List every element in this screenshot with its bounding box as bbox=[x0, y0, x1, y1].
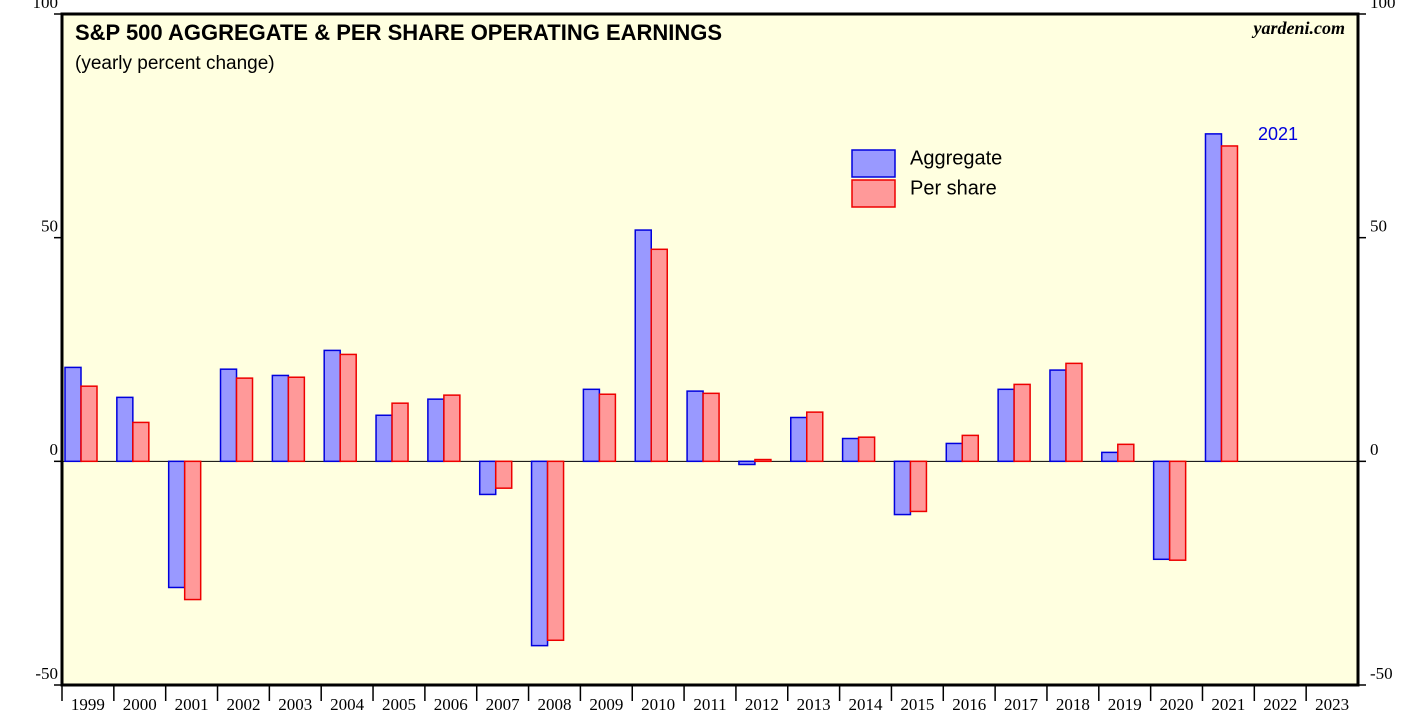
bar bbox=[219, 368, 238, 463]
bar bbox=[235, 377, 254, 463]
x-tick-label: 1999 bbox=[71, 695, 105, 714]
x-tick-label: 2016 bbox=[952, 695, 986, 714]
x-tick-label: 2011 bbox=[693, 695, 726, 714]
y2-tick-label: 50 bbox=[1370, 217, 1387, 236]
bar bbox=[323, 349, 341, 463]
bar bbox=[339, 353, 357, 463]
x-tick-label: 2019 bbox=[1108, 695, 1142, 714]
bar bbox=[271, 374, 290, 463]
legend-label: Aggregate bbox=[910, 147, 1002, 169]
bar bbox=[909, 460, 928, 513]
bar bbox=[1152, 460, 1171, 561]
legend-swatch bbox=[851, 149, 896, 178]
x-tick-label: 2013 bbox=[797, 695, 831, 714]
bar bbox=[790, 416, 808, 463]
bar bbox=[686, 390, 704, 463]
annotation: 2021 bbox=[1258, 124, 1298, 144]
bar bbox=[427, 398, 445, 463]
bar bbox=[167, 460, 186, 589]
chart-subtitle: (yearly percent change) bbox=[75, 53, 275, 74]
y-tick-label: -50 bbox=[35, 664, 58, 683]
x-tick-label: 2021 bbox=[1211, 695, 1245, 714]
bar bbox=[1065, 362, 1083, 463]
legend-swatch bbox=[851, 179, 896, 208]
x-tick-label: 2007 bbox=[486, 695, 521, 714]
x-tick-label: 2010 bbox=[641, 695, 675, 714]
bar bbox=[1117, 443, 1135, 463]
y-tick-label: 0 bbox=[50, 440, 59, 459]
bar bbox=[1101, 451, 1119, 463]
bar bbox=[530, 460, 549, 647]
bar bbox=[582, 388, 601, 463]
bar bbox=[702, 392, 720, 463]
y2-tick-label: -50 bbox=[1370, 664, 1393, 683]
x-tick-label: 2020 bbox=[1160, 695, 1194, 714]
x-tick-label: 2022 bbox=[1263, 695, 1297, 714]
bar bbox=[1013, 383, 1031, 463]
x-tick-label: 2015 bbox=[900, 695, 934, 714]
bar bbox=[116, 396, 134, 463]
x-tick-label: 2005 bbox=[382, 695, 416, 714]
x-tick-label: 2014 bbox=[849, 695, 884, 714]
bar bbox=[80, 385, 98, 463]
x-tick-label: 2003 bbox=[278, 695, 312, 714]
y-tick-label: 100 bbox=[33, 0, 59, 12]
bar bbox=[546, 460, 565, 642]
chart-title: S&P 500 AGGREGATE & PER SHARE OPERATING … bbox=[75, 20, 722, 45]
bar bbox=[598, 393, 617, 463]
y2-tick-label: 100 bbox=[1370, 0, 1396, 12]
bar bbox=[391, 402, 409, 463]
bar bbox=[634, 229, 652, 463]
x-tick-label: 2023 bbox=[1315, 695, 1349, 714]
bar bbox=[945, 442, 964, 463]
bar bbox=[1204, 133, 1223, 463]
bar bbox=[494, 460, 513, 489]
bar bbox=[1220, 145, 1239, 463]
source: yardeni.com bbox=[1252, 18, 1346, 38]
plot-frame bbox=[60, 12, 1360, 687]
x-tick-label: 2008 bbox=[537, 695, 571, 714]
bar bbox=[132, 421, 150, 463]
bar bbox=[857, 436, 876, 463]
bar bbox=[375, 414, 393, 463]
bar bbox=[1049, 369, 1067, 463]
bar bbox=[738, 460, 756, 466]
bar bbox=[64, 366, 82, 463]
x-tick-label: 2009 bbox=[589, 695, 623, 714]
bar bbox=[893, 460, 912, 516]
x-tick-label: 2017 bbox=[1004, 695, 1039, 714]
bar bbox=[754, 458, 772, 463]
bar bbox=[650, 248, 668, 463]
bar bbox=[478, 460, 497, 496]
x-tick-label: 2006 bbox=[434, 695, 468, 714]
bar bbox=[806, 411, 824, 463]
marks bbox=[62, 133, 1358, 647]
legend-label: Per share bbox=[910, 177, 997, 199]
bar bbox=[841, 437, 860, 463]
bar bbox=[287, 376, 306, 463]
y2-tick-label: 0 bbox=[1370, 440, 1379, 459]
x-tick-label: 2018 bbox=[1056, 695, 1090, 714]
x-tick-label: 2001 bbox=[175, 695, 209, 714]
plot-background bbox=[62, 14, 1358, 685]
bar bbox=[997, 388, 1015, 463]
bar bbox=[443, 394, 461, 463]
y-tick-label: 50 bbox=[41, 217, 58, 236]
x-tick-label: 2000 bbox=[123, 695, 157, 714]
bar bbox=[183, 460, 202, 601]
x-tick-label: 2002 bbox=[226, 695, 260, 714]
bar bbox=[961, 434, 980, 463]
x-tick-label: 2004 bbox=[330, 695, 365, 714]
x-tick-label: 2012 bbox=[745, 695, 779, 714]
bar bbox=[1168, 460, 1187, 561]
